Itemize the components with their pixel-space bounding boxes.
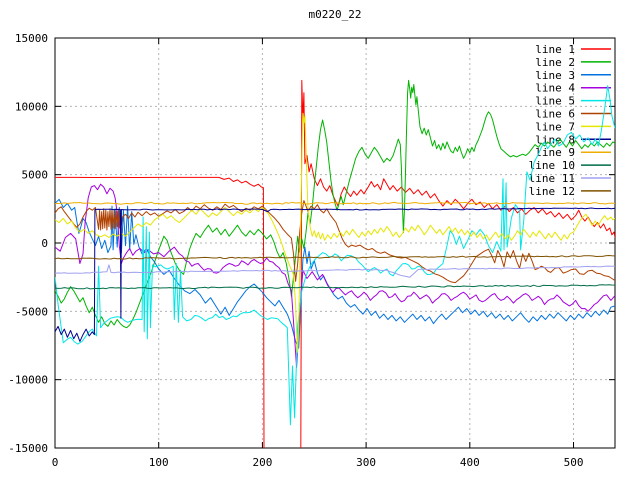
legend-label-4: line 4 bbox=[535, 82, 575, 95]
grid-lines bbox=[55, 38, 615, 448]
y-tick-label: -5000 bbox=[15, 305, 48, 318]
legend-label-2: line 2 bbox=[535, 56, 575, 69]
series-line-5 bbox=[55, 85, 615, 426]
legend-label-12: line 12 bbox=[529, 185, 575, 198]
y-tick-label: 15000 bbox=[15, 32, 48, 45]
series-line-8 bbox=[55, 207, 615, 342]
axis-tick-labels: -15000 -10000 -5000 0 5000 10000 15000 0 100 200 3… bbox=[8, 32, 583, 469]
legend-label-6: line 6 bbox=[535, 108, 575, 121]
legend-label-1: line 1 bbox=[535, 43, 575, 56]
y-tick-label: 10000 bbox=[15, 100, 48, 113]
series-line-7 bbox=[55, 112, 615, 353]
series-line-12 bbox=[55, 255, 615, 260]
y-tick-label: -15000 bbox=[8, 442, 48, 455]
legend-label-7: line 7 bbox=[535, 120, 575, 133]
series-line-10 bbox=[55, 284, 615, 290]
y-tick-label: -10000 bbox=[8, 374, 48, 387]
y-tick-label: 5000 bbox=[22, 169, 49, 182]
series-line-4 bbox=[55, 183, 615, 368]
x-tick-label: 400 bbox=[460, 456, 480, 469]
legend-label-10: line 10 bbox=[529, 159, 575, 172]
series-line-3 bbox=[55, 198, 615, 349]
x-tick-label: 0 bbox=[52, 456, 59, 469]
series-line-1 bbox=[55, 79, 615, 448]
x-tick-label: 200 bbox=[252, 456, 272, 469]
y-tick-label: 0 bbox=[41, 237, 48, 250]
series-line-6 bbox=[55, 200, 615, 284]
series-line-9 bbox=[55, 201, 615, 205]
axis-ticks bbox=[54, 37, 615, 449]
legend-label-11: line 11 bbox=[529, 172, 575, 185]
x-tick-label: 300 bbox=[356, 456, 376, 469]
legend-label-3: line 3 bbox=[535, 69, 575, 82]
legend-label-5: line 5 bbox=[535, 95, 575, 108]
x-tick-label: 100 bbox=[149, 456, 169, 469]
legend-label-9: line 9 bbox=[535, 146, 575, 159]
data-series bbox=[55, 79, 615, 448]
x-tick-label: 500 bbox=[564, 456, 584, 469]
chart-title: m0220_22 bbox=[309, 8, 362, 21]
series-line-2 bbox=[55, 79, 615, 329]
series-line-11 bbox=[55, 264, 615, 278]
